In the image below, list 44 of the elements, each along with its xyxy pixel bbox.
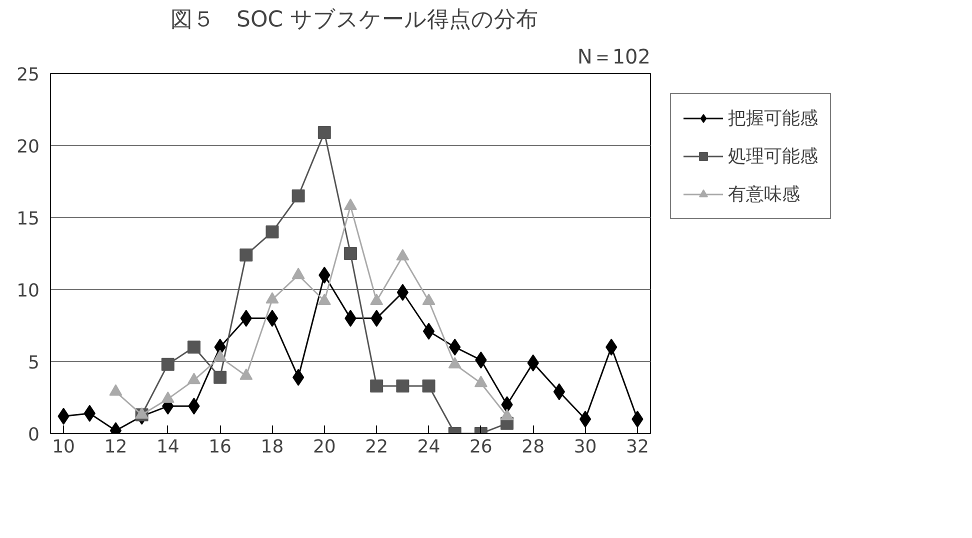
y-tick-label: 10	[16, 280, 40, 302]
point	[474, 376, 488, 388]
x-tick-label: 10	[52, 436, 75, 458]
x-tick-label: 26	[469, 436, 492, 458]
y-tick-label: 25	[16, 64, 40, 86]
point	[318, 126, 331, 140]
point	[266, 225, 279, 238]
point	[579, 410, 592, 428]
y-tick-label: 15	[16, 208, 40, 230]
point	[370, 379, 384, 392]
x-tick-label: 14	[156, 436, 180, 458]
point	[553, 383, 566, 400]
chart-title: 図５ SOC サブスケール得点の分布	[170, 8, 538, 32]
x-tick-label: 20	[312, 436, 336, 458]
x-tick-label: 28	[522, 436, 545, 458]
x-tick-label: 30	[574, 436, 597, 458]
x-tick-label: 18	[260, 436, 284, 458]
point	[214, 370, 227, 384]
legend-label: 把握可能感	[728, 107, 818, 130]
text: N＝102	[577, 44, 651, 68]
point	[396, 379, 410, 392]
legend-label: 処理可能感	[728, 145, 818, 168]
y-tick-label: 5	[28, 352, 40, 374]
point	[292, 368, 304, 386]
x-tick-label: 22	[365, 436, 388, 458]
x-tick-label: 16	[208, 436, 232, 458]
point	[266, 310, 278, 327]
point	[187, 340, 200, 354]
x-tick-label: 24	[417, 436, 440, 458]
y-tick-label: 0	[28, 424, 40, 446]
point	[161, 358, 174, 371]
point	[396, 284, 409, 301]
x-tick-label: 12	[104, 436, 128, 458]
point	[344, 198, 357, 210]
legend-label: 有意味感	[728, 183, 800, 206]
point	[422, 379, 436, 392]
point	[240, 248, 253, 262]
point	[422, 322, 435, 340]
point	[292, 189, 305, 202]
point	[292, 268, 305, 280]
point	[266, 292, 279, 304]
y-tick-label: 20	[16, 136, 40, 158]
point	[344, 247, 357, 260]
x-tick-label: 32	[626, 436, 649, 458]
